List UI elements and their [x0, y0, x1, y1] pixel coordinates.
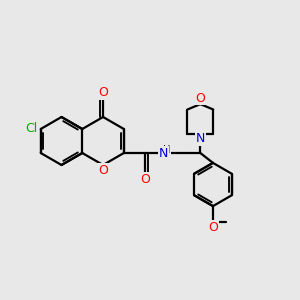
Text: O: O	[195, 92, 205, 105]
Text: O: O	[98, 164, 108, 177]
Text: N: N	[159, 146, 168, 160]
Text: H: H	[163, 145, 170, 155]
Text: Cl: Cl	[25, 122, 37, 136]
Text: O: O	[208, 221, 218, 234]
Text: O: O	[140, 172, 150, 186]
Text: O: O	[98, 86, 108, 99]
Text: N: N	[196, 132, 205, 146]
